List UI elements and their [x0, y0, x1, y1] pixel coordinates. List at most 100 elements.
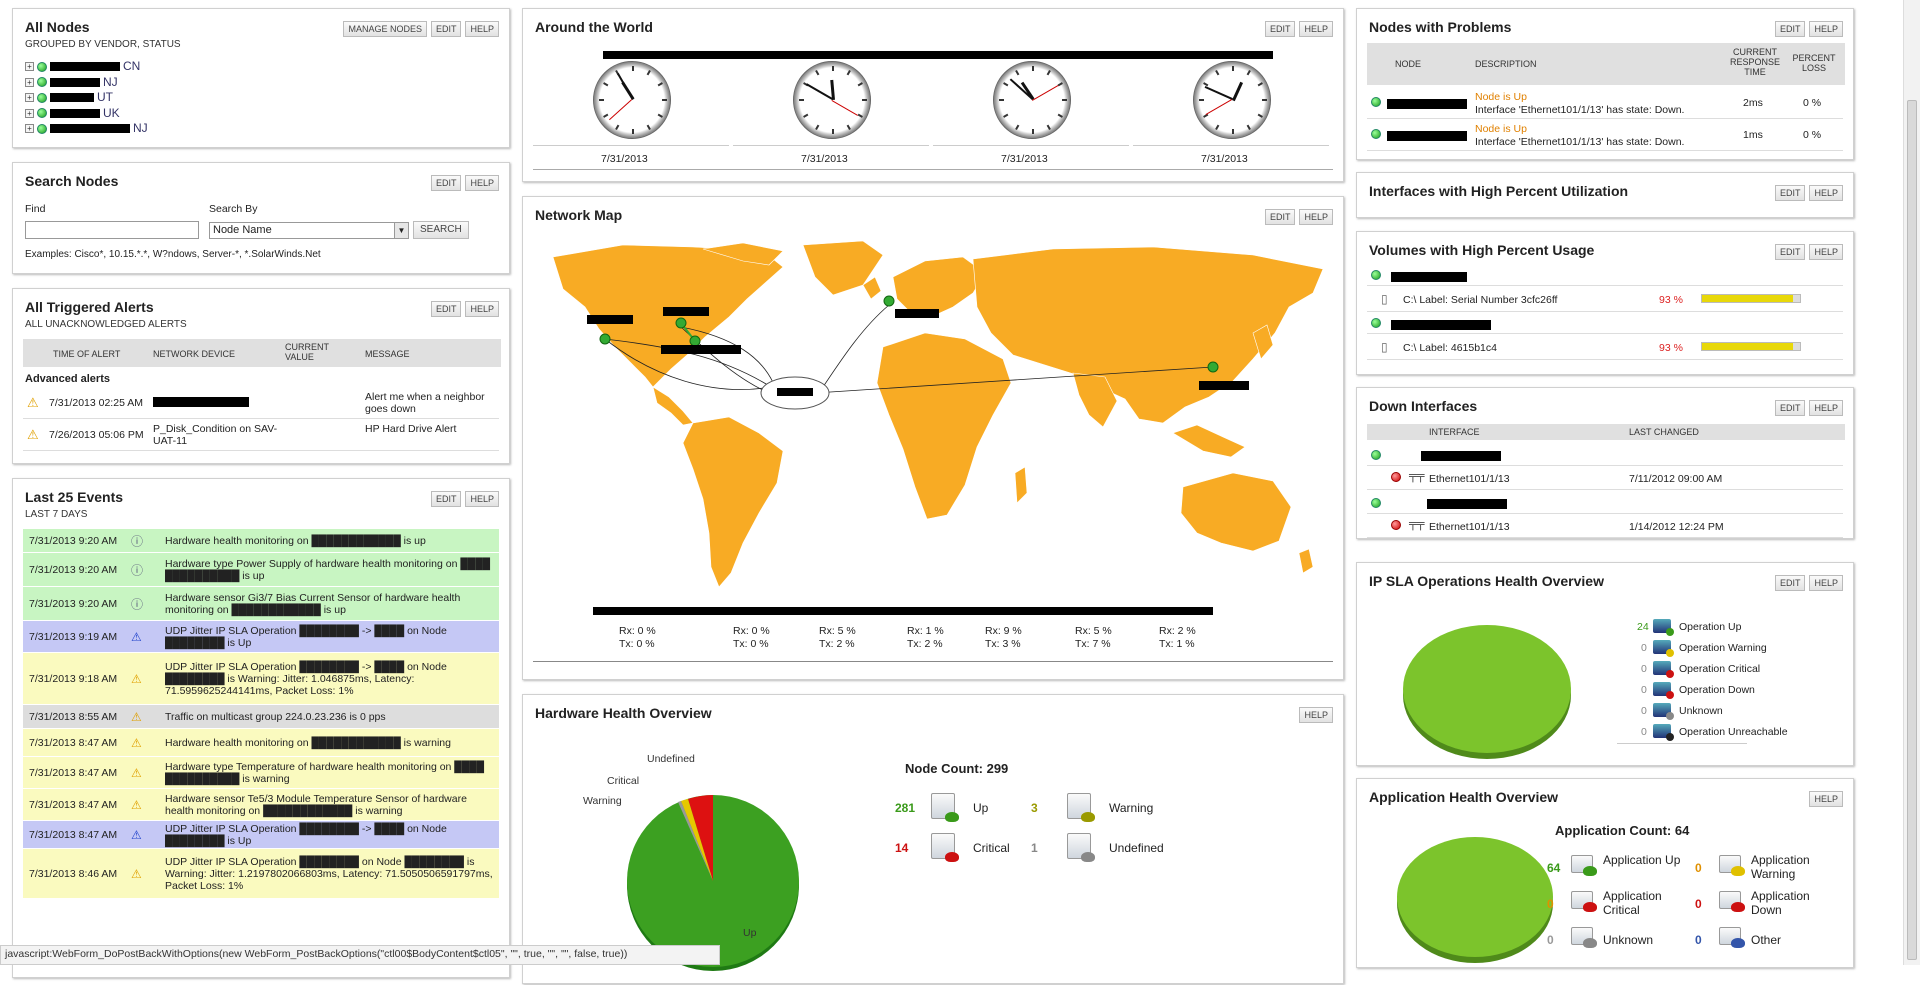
legend-label[interactable]: Operation Unreachable — [1679, 726, 1788, 738]
volume-row[interactable]: ▯ C:\ Label: Serial Number 3cfc26ff 93 % — [1367, 288, 1843, 312]
legend-count[interactable]: 0 — [1695, 933, 1702, 947]
edit-button[interactable]: EDIT — [1264, 21, 1296, 37]
event-row[interactable]: 7/31/2013 9:19 AM ⚠ UDP Jitter IP SLA Oper… — [23, 621, 499, 653]
legend-count[interactable]: 0 — [1641, 642, 1647, 654]
edit-button[interactable]: EDIT — [430, 175, 462, 191]
node-status[interactable]: Node is Up — [1475, 91, 1527, 103]
node-group-label[interactable]: UT — [97, 90, 113, 104]
volume-node-row[interactable] — [1367, 266, 1843, 286]
legend-label[interactable]: Application Warning — [1751, 853, 1810, 881]
legend-count[interactable]: 1 — [1031, 841, 1038, 855]
help-button[interactable]: HELP — [465, 301, 499, 317]
node-group-label[interactable]: CN — [123, 59, 141, 73]
legend-label[interactable]: Undefined — [1109, 841, 1164, 855]
expand-icon[interactable]: + — [25, 93, 34, 103]
node-group-label[interactable]: NJ — [133, 121, 148, 135]
expand-icon[interactable]: + — [25, 108, 34, 118]
legend-label[interactable]: Unknown — [1603, 933, 1654, 947]
event-row[interactable]: 7/31/2013 9:20 AM ⓘ Hardware sensor Gi3/7 … — [23, 587, 499, 621]
legend-label[interactable]: Application Critical — [1603, 889, 1662, 917]
legend-count[interactable]: 0 — [1641, 705, 1647, 717]
node-group-item[interactable]: + UT — [25, 90, 148, 106]
legend-count[interactable]: 281 — [895, 801, 916, 815]
edit-button[interactable]: EDIT — [430, 301, 462, 317]
legend-count[interactable]: 3 — [1031, 801, 1038, 815]
manage-nodes-button[interactable]: MANAGE NODES — [343, 21, 427, 37]
problem-row[interactable]: Node is Up Interface 'Ethernet101/1/13' h… — [1367, 87, 1843, 119]
event-row[interactable]: 7/31/2013 9:18 AM ⚠ UDP Jitter IP SLA Oper… — [23, 653, 499, 705]
legend-count[interactable]: 14 — [895, 841, 909, 855]
help-button[interactable]: HELP — [465, 491, 499, 507]
node-group-item[interactable]: + UK — [25, 106, 148, 122]
event-row[interactable]: 7/31/2013 8:55 AM ⚠ Traffic on multicast g… — [23, 705, 499, 729]
vertical-scrollbar[interactable] — [1903, 0, 1920, 965]
legend-count[interactable]: 0 — [1695, 861, 1702, 875]
legend-label[interactable]: Other — [1751, 933, 1782, 947]
help-button[interactable]: HELP — [465, 21, 499, 37]
edit-button[interactable]: EDIT — [430, 21, 462, 37]
node-status[interactable]: Node is Up — [1475, 123, 1527, 135]
find-input[interactable] — [25, 221, 199, 239]
help-button[interactable]: HELP — [1809, 244, 1843, 260]
expand-icon[interactable]: + — [25, 62, 34, 72]
down-node-row[interactable] — [1367, 444, 1843, 466]
alert-row[interactable]: ⚠ 7/31/2013 02:25 AM Alert me when a neigh… — [23, 389, 499, 419]
event-row[interactable]: 7/31/2013 9:20 AM ⓘ Hardware health monito… — [23, 529, 499, 553]
node-group-label[interactable]: UK — [103, 105, 120, 120]
legend-label[interactable]: Warning — [1109, 801, 1154, 815]
event-row[interactable]: 7/31/2013 8:47 AM ⚠ Hardware health monito… — [23, 729, 499, 757]
search-by-select[interactable]: Node Name ▼ — [209, 222, 409, 239]
legend-count[interactable]: 0 — [1641, 726, 1647, 738]
world-map[interactable] — [533, 237, 1333, 593]
legend-label[interactable]: Operation Up — [1679, 621, 1742, 633]
node-group-item[interactable]: + CN — [25, 59, 148, 75]
legend-label[interactable]: Critical — [973, 841, 1010, 855]
down-interface-row[interactable]: ╤╤ Ethernet101/1/13 7/11/2012 09:00 AM — [1367, 466, 1843, 490]
down-interface-row[interactable]: ╤╤ Ethernet101/1/13 1/14/2012 12:24 PM — [1367, 514, 1843, 538]
legend-count[interactable]: 0 — [1641, 684, 1647, 696]
help-button[interactable]: HELP — [465, 175, 499, 191]
volume-label[interactable]: C:\ Label: 4615b1c4 — [1403, 342, 1497, 354]
legend-label[interactable]: Up — [973, 801, 989, 815]
event-row[interactable]: 7/31/2013 8:47 AM ⚠ Hardware type Temperat… — [23, 757, 499, 789]
legend-label[interactable]: Unknown — [1679, 705, 1723, 717]
help-button[interactable]: HELP — [1809, 185, 1843, 201]
help-button[interactable]: HELP — [1299, 707, 1333, 723]
down-node-row[interactable] — [1367, 492, 1843, 514]
volume-label[interactable]: C:\ Label: Serial Number 3cfc26ff — [1403, 294, 1558, 306]
help-button[interactable]: HELP — [1809, 575, 1843, 591]
legend-label[interactable]: Operation Down — [1679, 684, 1755, 696]
node-group-label[interactable]: NJ — [103, 74, 118, 89]
volume-row[interactable]: ▯ C:\ Label: 4615b1c4 93 % — [1367, 336, 1843, 360]
edit-button[interactable]: EDIT — [1774, 575, 1806, 591]
edit-button[interactable]: EDIT — [1774, 244, 1806, 260]
node-group-item[interactable]: + NJ — [25, 121, 148, 137]
help-button[interactable]: HELP — [1809, 21, 1843, 37]
help-button[interactable]: HELP — [1299, 21, 1333, 37]
alert-row[interactable]: ⚠ 7/26/2013 05:06 PM P_Disk_Condition on S… — [23, 421, 499, 451]
interface-name[interactable]: Ethernet101/1/13 — [1429, 521, 1510, 533]
help-button[interactable]: HELP — [1299, 209, 1333, 225]
problem-row[interactable]: Node is Up Interface 'Ethernet101/1/13' h… — [1367, 119, 1843, 151]
legend-count[interactable]: 24 — [1637, 621, 1649, 633]
chevron-down-icon[interactable]: ▼ — [394, 223, 408, 238]
legend-label[interactable]: Operation Warning — [1679, 642, 1767, 654]
legend-label[interactable]: Application Up — [1603, 853, 1681, 867]
event-row[interactable]: 7/31/2013 9:20 AM ⓘ Hardware type Power Su… — [23, 553, 499, 587]
edit-button[interactable]: EDIT — [1264, 209, 1296, 225]
search-button[interactable]: SEARCH — [413, 221, 469, 239]
scrollbar-thumb[interactable] — [1907, 100, 1917, 960]
legend-count[interactable]: 0 — [1547, 897, 1554, 911]
expand-icon[interactable]: + — [25, 77, 34, 87]
legend-count[interactable]: 0 — [1695, 897, 1702, 911]
legend-label[interactable]: Application Down — [1751, 889, 1810, 917]
node-group-item[interactable]: + NJ — [25, 75, 148, 91]
edit-button[interactable]: EDIT — [1774, 400, 1806, 416]
legend-label[interactable]: Operation Critical — [1679, 663, 1761, 675]
event-row[interactable]: 7/31/2013 8:46 AM ⚠ UDP Jitter IP SLA Oper… — [23, 849, 499, 899]
help-button[interactable]: HELP — [1809, 400, 1843, 416]
edit-button[interactable]: EDIT — [1774, 185, 1806, 201]
edit-button[interactable]: EDIT — [1774, 21, 1806, 37]
edit-button[interactable]: EDIT — [430, 491, 462, 507]
interface-name[interactable]: Ethernet101/1/13 — [1429, 473, 1510, 485]
